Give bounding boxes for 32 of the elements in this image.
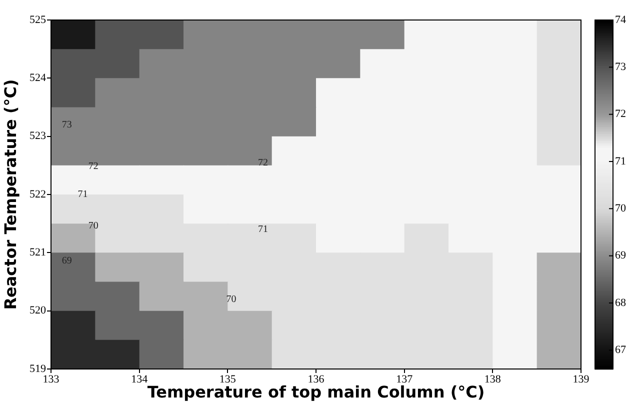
y-tick-label: 519	[30, 362, 46, 375]
x-tick-label: 134	[131, 373, 148, 386]
x-tick-label: 138	[484, 373, 502, 386]
annotation: 69	[62, 255, 72, 266]
color-bar-label: 67	[615, 344, 626, 356]
x-tick-label: 139	[572, 373, 590, 386]
x-tick-label: 137	[396, 373, 414, 386]
y-tick-label: 521	[30, 246, 46, 259]
color-bar-label: 72	[615, 108, 626, 120]
annotation: 73	[62, 119, 72, 130]
annotation: 72	[258, 158, 268, 169]
annotation: 71	[258, 224, 268, 236]
x-tick-label: 133	[42, 373, 60, 386]
y-tick-label: 522	[30, 188, 46, 200]
color-bar-label: 70	[615, 202, 626, 215]
color-bar-label: 68	[615, 296, 626, 309]
annotation: 70	[88, 220, 98, 232]
x-tick-label: 136	[308, 373, 325, 386]
annotation: 70	[226, 294, 236, 305]
y-tick-label: 523	[30, 130, 46, 142]
x-axis-title: Temperature of top main Column (°C)	[147, 382, 485, 402]
color-bar-label: 74	[615, 14, 626, 26]
y-tick-label: 525	[30, 14, 46, 26]
x-tick-label: 135	[219, 373, 236, 386]
annotation: 71	[78, 189, 88, 200]
color-bar-label: 69	[615, 250, 626, 262]
color-bar-label: 71	[615, 155, 626, 168]
y-tick-label: 524	[30, 72, 46, 84]
y-axis-title: Reactor Temperature (°C)	[0, 79, 20, 310]
color-bar-label: 73	[615, 61, 626, 74]
y-tick-label: 520	[30, 304, 46, 317]
annotation: 72	[88, 161, 98, 172]
